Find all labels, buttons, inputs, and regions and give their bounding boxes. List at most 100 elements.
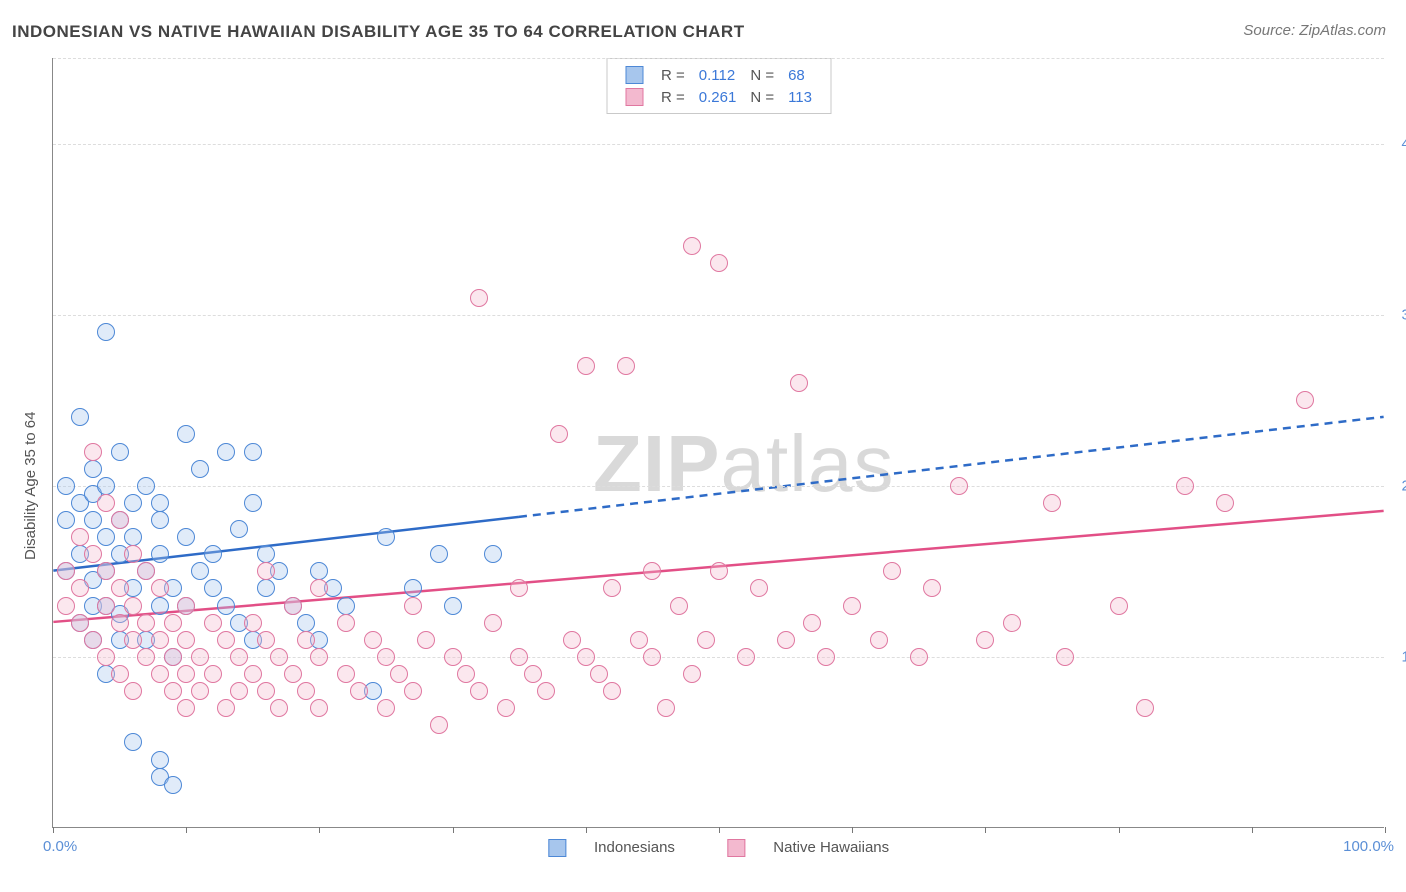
scatter-point [1296,391,1314,409]
scatter-point [177,665,195,683]
scatter-point [57,511,75,529]
scatter-point [244,665,262,683]
scatter-point [84,511,102,529]
scatter-point [177,597,195,615]
scatter-point [137,477,155,495]
scatter-point [230,682,248,700]
scatter-point [817,648,835,666]
scatter-point [1043,494,1061,512]
scatter-point [1136,699,1154,717]
scatter-point [484,614,502,632]
y-axis-tick-label: 20.0% [1401,477,1406,494]
scatter-point [217,631,235,649]
scatter-point [191,682,209,700]
swatch-series-b-icon [727,839,745,857]
r-label: R = [655,65,691,85]
scatter-point [404,579,422,597]
scatter-point [111,511,129,529]
scatter-point [617,357,635,375]
scatter-point [710,254,728,272]
legend-label-a: Indonesians [594,839,675,856]
scatter-point [111,579,129,597]
gridline [53,315,1384,316]
scatter-point [97,494,115,512]
y-axis-title: Disability Age 35 to 64 [22,412,39,560]
scatter-point [643,562,661,580]
scatter-point [204,545,222,563]
scatter-point [430,545,448,563]
gridline [53,144,1384,145]
x-axis-label-min: 0.0% [43,838,77,855]
scatter-point [97,477,115,495]
scatter-point [577,357,595,375]
scatter-point [603,682,621,700]
watermark-atlas: atlas [720,419,894,508]
scatter-point [151,631,169,649]
scatter-point [151,494,169,512]
scatter-point [297,614,315,632]
scatter-point [337,665,355,683]
scatter-point [217,597,235,615]
x-axis-tick [852,827,853,833]
swatch-series-b [625,88,643,106]
scatter-point [84,545,102,563]
scatter-point [270,699,288,717]
scatter-point [124,682,142,700]
r-value-a: 0.112 [693,65,743,85]
scatter-point [137,648,155,666]
legend-item-b: Native Hawaiians [715,839,901,856]
scatter-point [1110,597,1128,615]
n-value-a: 68 [782,65,818,85]
x-axis-tick [1252,827,1253,833]
scatter-point [151,511,169,529]
scatter-point [297,631,315,649]
scatter-point [417,631,435,649]
scatter-point [151,545,169,563]
scatter-point [84,631,102,649]
scatter-point [191,460,209,478]
x-axis-tick [586,827,587,833]
r-value-b: 0.261 [693,87,743,107]
scatter-point [164,614,182,632]
scatter-point [310,579,328,597]
scatter-point [230,648,248,666]
scatter-point [577,648,595,666]
plot-area: ZIPatlas R = 0.112 N = 68 R = 0.261 N = … [52,58,1384,828]
scatter-point [364,631,382,649]
scatter-point [510,648,528,666]
scatter-point [84,443,102,461]
scatter-point [124,494,142,512]
scatter-point [204,665,222,683]
scatter-point [177,425,195,443]
x-axis-tick [186,827,187,833]
scatter-point [137,562,155,580]
swatch-series-a-icon [548,839,566,857]
scatter-point [923,579,941,597]
scatter-point [670,597,688,615]
n-value-b: 113 [782,87,818,107]
scatter-point [71,408,89,426]
scatter-point [284,597,302,615]
scatter-point [71,614,89,632]
scatter-point [204,614,222,632]
scatter-point [177,631,195,649]
scatter-point [470,289,488,307]
scatter-point [404,597,422,615]
scatter-point [124,597,142,615]
scatter-point [377,648,395,666]
scatter-point [390,665,408,683]
scatter-point [257,579,275,597]
scatter-point [124,631,142,649]
scatter-point [750,579,768,597]
scatter-point [843,597,861,615]
scatter-point [257,545,275,563]
scatter-point [404,682,422,700]
y-axis-tick-label: 10.0% [1401,648,1406,665]
scatter-point [217,443,235,461]
scatter-point [590,665,608,683]
scatter-point [1216,494,1234,512]
scatter-point [1056,648,1074,666]
scatter-point [510,579,528,597]
y-axis-tick-label: 40.0% [1401,135,1406,152]
watermark: ZIPatlas [593,418,894,510]
